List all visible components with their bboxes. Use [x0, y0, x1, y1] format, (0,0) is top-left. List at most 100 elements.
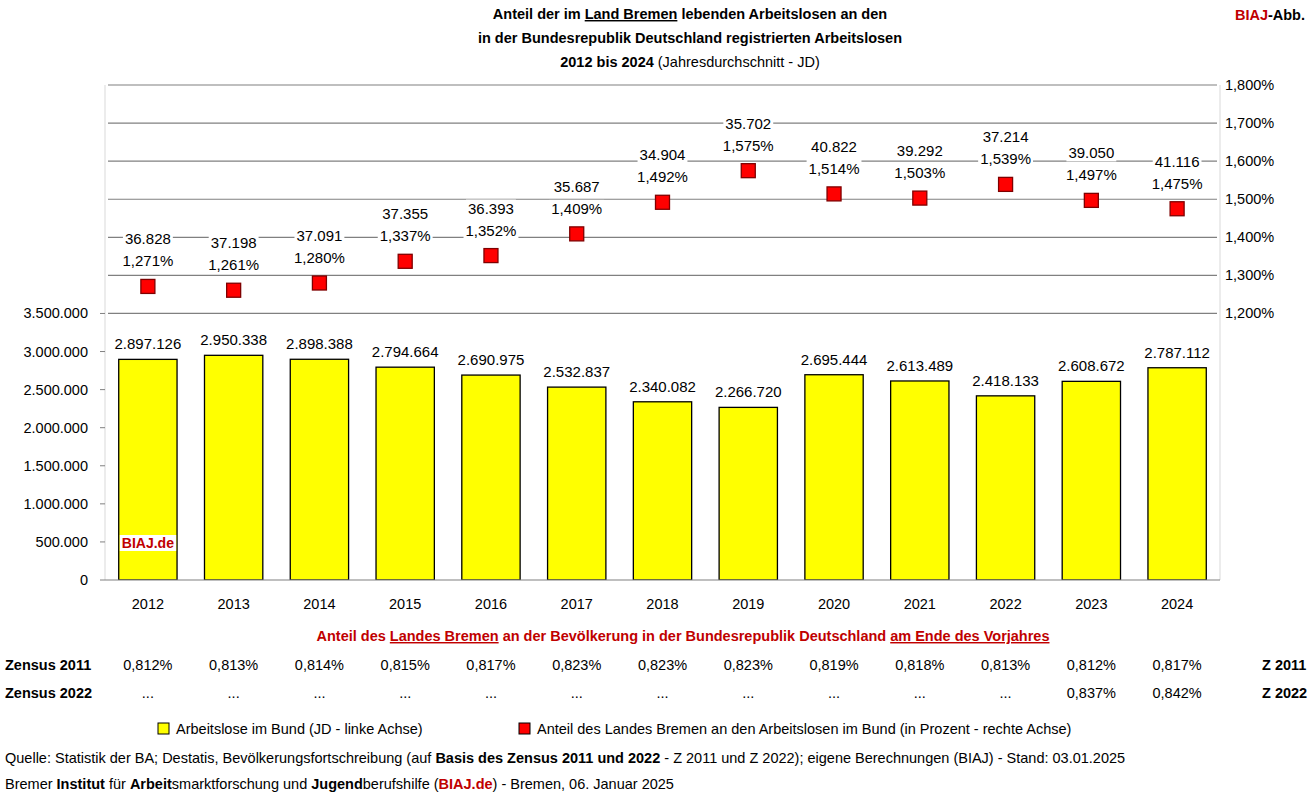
text-segment: an der Bevölkerung in der Bundesrepublik… — [499, 628, 891, 644]
table-cell: ... — [228, 685, 240, 701]
marker — [398, 254, 412, 268]
table-cell: 0,837% — [1067, 685, 1116, 701]
table-title: Anteil des Landes Bremen an der Bevölker… — [317, 628, 1050, 644]
point-label: 1,492% — [637, 168, 688, 185]
table-cell: ... — [1000, 685, 1012, 701]
bar-label: 2.794.664 — [372, 343, 439, 360]
table-cell: 0,819% — [809, 657, 858, 673]
table-cell: 0,818% — [895, 657, 944, 673]
point-label: 1,575% — [723, 137, 774, 154]
point-label-bg — [378, 227, 433, 244]
point-annotation-bg — [981, 128, 1031, 145]
point-label-bg — [721, 137, 776, 154]
watermark: BIAJ.de — [122, 535, 174, 551]
point-label-bg — [892, 164, 947, 181]
table-cell: ... — [914, 685, 926, 701]
point-annotation-group: 37.214 — [981, 128, 1031, 145]
bar-label-bg — [1142, 344, 1212, 361]
y-tick — [100, 503, 105, 504]
text-segment: Bremer — [5, 776, 57, 792]
bar-label-bg — [370, 343, 441, 360]
y-tick-label: 1.000.000 — [23, 496, 88, 512]
bar — [719, 407, 777, 580]
point-label-bg — [807, 160, 862, 177]
text-segment: berufshilfe ( — [363, 776, 439, 792]
y-tick-label: 500.000 — [36, 534, 88, 550]
y-tick-label: 3.500.000 — [23, 305, 88, 321]
text-segment: in der Bundesrepublik Deutschland regist… — [478, 30, 902, 46]
point-annotation: 36.828 — [125, 230, 171, 247]
point-label: 1,271% — [122, 252, 173, 269]
table-cell: ... — [571, 685, 583, 701]
y2-tick-label: 1,300% — [1225, 267, 1274, 283]
bar-label-group: 2.690.975 — [456, 351, 527, 368]
point-label: 1,539% — [980, 150, 1031, 167]
bar — [119, 359, 177, 580]
point-annotation: 34.904 — [640, 146, 686, 163]
table-cell: ... — [656, 685, 668, 701]
watermark-group: BIAJ.de — [120, 535, 176, 551]
bar-label-bg — [541, 363, 612, 380]
table-row-label: Zensus 2011 — [5, 657, 91, 673]
point-annotation: 39.050 — [1068, 144, 1114, 161]
bar-label: 2.266.720 — [715, 383, 782, 400]
text-segment: ) - Bremen, 06. Januar 2025 — [493, 776, 674, 792]
point-annotation: 35.687 — [554, 178, 600, 195]
text-segment: smarktforschung und — [172, 776, 311, 792]
text-segment: (Jahresdurchschnitt - JD) — [654, 54, 820, 70]
grid-line — [108, 237, 1217, 238]
bar-label-bg — [198, 331, 269, 348]
point-annotation: 36.393 — [468, 200, 514, 217]
bar — [376, 367, 434, 580]
point-annotation: 35.702 — [725, 115, 771, 132]
bar — [1148, 368, 1206, 580]
y-tick-label: 1.500.000 — [23, 458, 88, 474]
table-cell: 0,813% — [209, 657, 258, 673]
point-label: 1,503% — [894, 164, 945, 181]
bar-label-bg — [884, 357, 955, 374]
bar-label: 2.532.837 — [543, 363, 610, 380]
table-cell: 0,817% — [1153, 657, 1202, 673]
x-tick-label: 2014 — [303, 596, 335, 612]
y2-tick-label: 1,700% — [1225, 115, 1274, 131]
point-annotation-bg — [1066, 144, 1116, 161]
point-label-bg — [120, 252, 175, 269]
marks — [119, 164, 1207, 580]
table-cell: ... — [399, 685, 411, 701]
text-segment: Anteil des — [317, 628, 390, 644]
text-segment: Basis des Zensus 2011 und 2022 — [435, 750, 660, 766]
text-segment: Arbeit — [130, 776, 172, 792]
bar — [1062, 381, 1120, 580]
bar — [462, 375, 520, 580]
text-segment: für — [105, 776, 130, 792]
y2-tick-label: 1,200% — [1225, 305, 1274, 321]
point-annotation: 37.091 — [296, 227, 342, 244]
point-label: 1,352% — [466, 222, 517, 239]
point-annotation-bg — [294, 227, 344, 244]
bar-label-group: 2.695.444 — [799, 351, 870, 368]
point-label: 1,337% — [380, 227, 431, 244]
chart: Anteil der im Land Bremen lebenden Arbei… — [0, 0, 1313, 804]
bar-label-group: 2.340.082 — [627, 378, 698, 395]
point-annotation: 37.214 — [983, 128, 1029, 145]
table-cell: ... — [142, 685, 154, 701]
marker — [913, 191, 927, 205]
x-tick-label: 2015 — [389, 596, 421, 612]
bar-label-group: 2.613.489 — [884, 357, 955, 374]
y-axis-line — [105, 85, 106, 580]
legend-label: Arbeitslose im Bund (JD - linke Achse) — [176, 721, 423, 737]
y2-tick-label: 1,600% — [1225, 153, 1274, 169]
table-cell: ... — [742, 685, 754, 701]
bar-label-group: 2.897.126 — [113, 335, 184, 352]
point-annotation-group: 39.050 — [1066, 144, 1116, 161]
bar-label-bg — [799, 351, 870, 368]
point-annotation-bg — [552, 178, 602, 195]
marker — [1084, 193, 1098, 207]
marker — [656, 195, 670, 209]
source-line: Quelle: Statistik der BA; Destatis, Bevö… — [5, 750, 1125, 766]
point-label: 1,280% — [294, 249, 345, 266]
y2-tick-label: 1,800% — [1225, 77, 1274, 93]
point-label-group: 1,492% — [635, 168, 690, 185]
x-tick-label: 2021 — [904, 596, 936, 612]
marker — [312, 276, 326, 290]
